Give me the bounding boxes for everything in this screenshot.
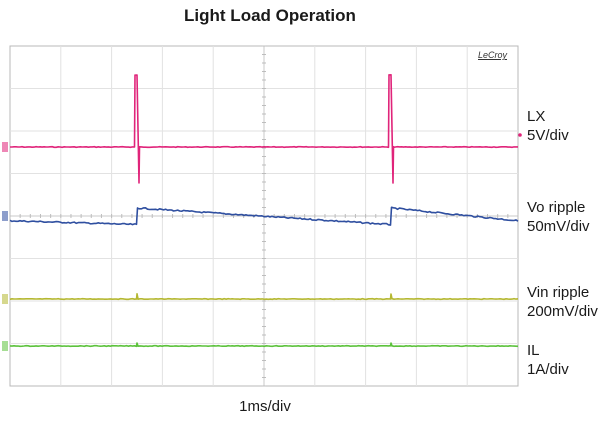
vo-ripple-trace-scale: 50mV/div bbox=[527, 218, 590, 235]
trace-layer bbox=[2, 74, 522, 351]
vin-ripple-trace-name: Vin ripple bbox=[527, 284, 590, 301]
trace-line-1 bbox=[10, 74, 518, 184]
trace-line-2 bbox=[9, 206, 519, 226]
trace-line-4 bbox=[9, 342, 519, 348]
channel-marker-1 bbox=[2, 142, 8, 152]
channel-marker-3 bbox=[2, 294, 8, 304]
il-trace-label: IL 1A/div bbox=[527, 341, 569, 379]
offset-indicator bbox=[518, 133, 522, 137]
plot-grid bbox=[9, 45, 519, 387]
chart-title: Light Load Operation bbox=[184, 6, 356, 25]
x-axis-label: 1ms/div bbox=[239, 398, 291, 415]
lx-trace-scale: 5V/div bbox=[527, 127, 569, 144]
scope-brand-logo: LeCroy bbox=[478, 50, 508, 60]
channel-marker-4 bbox=[2, 341, 8, 351]
vin-ripple-trace-scale: 200mV/div bbox=[527, 303, 598, 320]
il-trace-name: IL bbox=[527, 342, 540, 359]
il-trace-scale: 1A/div bbox=[527, 361, 569, 378]
vo-ripple-trace-label: Vo ripple 50mV/div bbox=[527, 198, 590, 236]
channel-marker-2 bbox=[2, 211, 8, 221]
vin-ripple-trace-label: Vin ripple 200mV/div bbox=[527, 283, 598, 321]
vo-ripple-trace-name: Vo ripple bbox=[527, 199, 586, 216]
lx-trace-name: LX bbox=[527, 108, 546, 125]
lx-trace-label: LX 5V/div bbox=[527, 107, 569, 145]
trace-line-3 bbox=[9, 292, 519, 301]
